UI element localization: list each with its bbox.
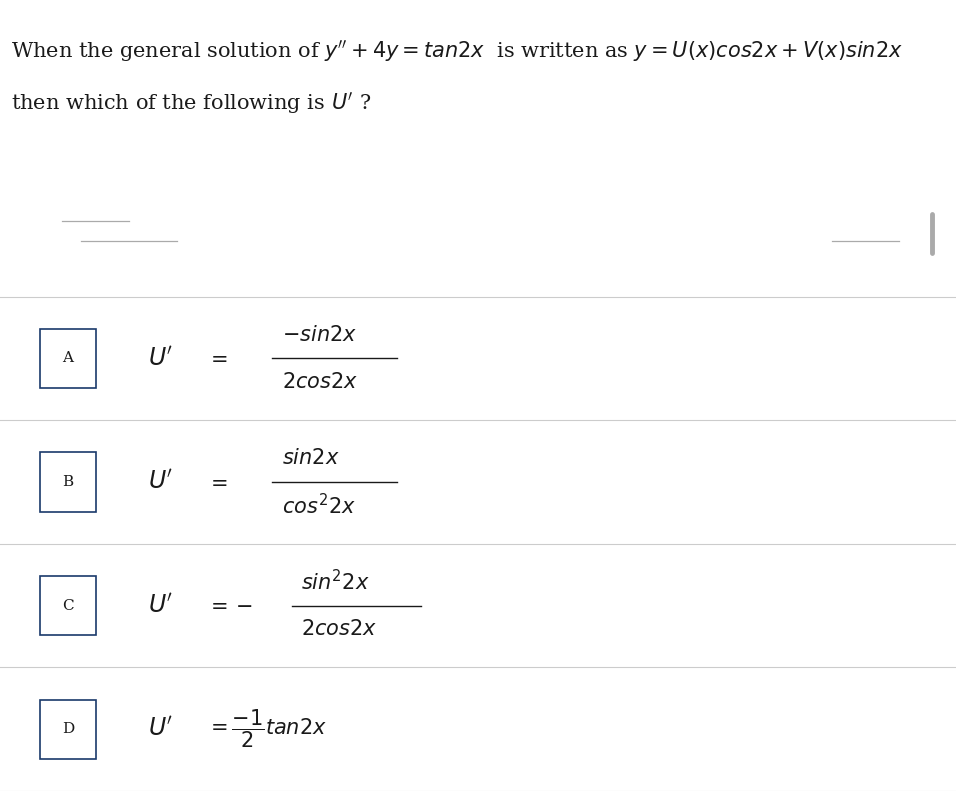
Text: $2cos2x$: $2cos2x$ — [301, 619, 378, 639]
Text: A: A — [62, 351, 74, 365]
Text: D: D — [62, 722, 74, 736]
Text: $sin^{2}2x$: $sin^{2}2x$ — [301, 570, 370, 595]
Text: $=$: $=$ — [206, 349, 227, 368]
Text: $= -$: $= -$ — [206, 596, 252, 615]
Text: $U'$: $U'$ — [148, 717, 173, 741]
Text: When the general solution of $y'' + 4y = tan2x$  is written as $y = U(x)cos2x + : When the general solution of $y'' + 4y =… — [11, 39, 903, 64]
Text: $U'$: $U'$ — [148, 594, 173, 618]
Text: B: B — [62, 475, 74, 489]
Text: $cos^{2}2x$: $cos^{2}2x$ — [282, 493, 356, 518]
FancyBboxPatch shape — [40, 699, 96, 759]
Text: $= \dfrac{-1}{2}tan2x$: $= \dfrac{-1}{2}tan2x$ — [206, 708, 327, 751]
Text: $U'$: $U'$ — [148, 470, 173, 494]
FancyBboxPatch shape — [40, 452, 96, 512]
Text: C: C — [62, 599, 74, 612]
Text: then which of the following is $U'$ ?: then which of the following is $U'$ ? — [11, 90, 372, 115]
Text: $sin2x$: $sin2x$ — [282, 448, 339, 468]
Text: $=$: $=$ — [206, 472, 227, 491]
FancyBboxPatch shape — [40, 329, 96, 388]
Text: $-sin2x$: $-sin2x$ — [282, 324, 358, 345]
Text: $U'$: $U'$ — [148, 346, 173, 370]
Text: $2cos2x$: $2cos2x$ — [282, 372, 358, 392]
FancyBboxPatch shape — [40, 576, 96, 635]
